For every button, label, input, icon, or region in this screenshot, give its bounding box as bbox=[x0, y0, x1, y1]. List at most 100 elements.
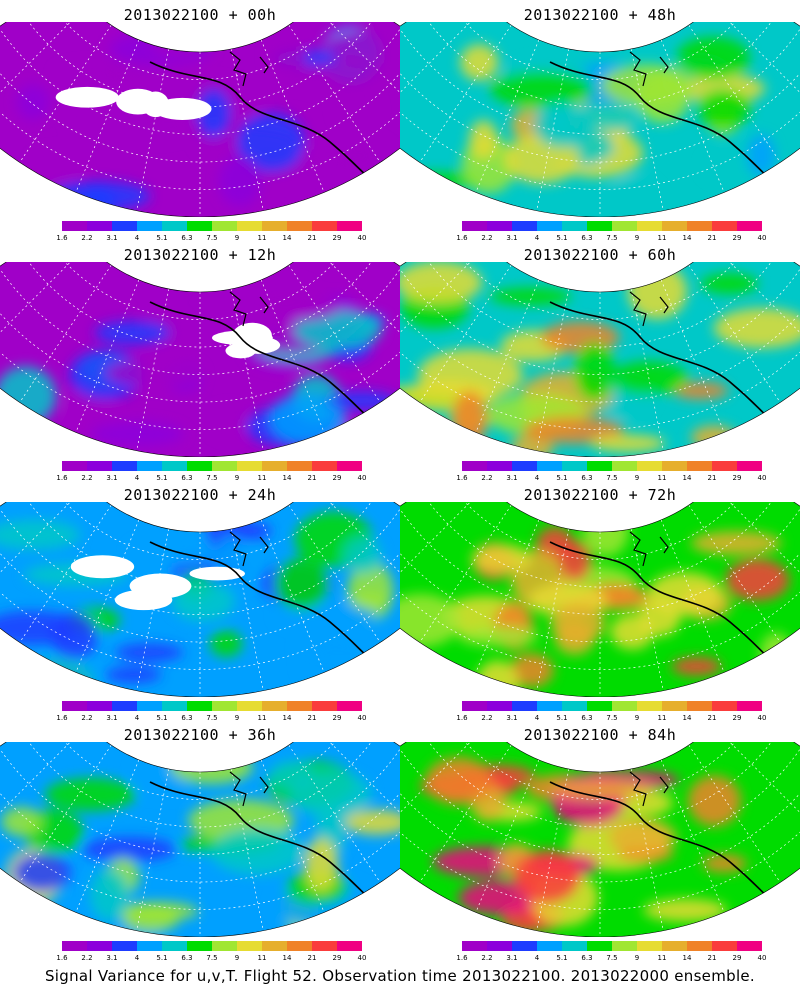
map-panel: 2013022100 + 00h 1.6 2.2 3.1 4 5.1 6.3 7.5 9 11 14… bbox=[0, 0, 400, 245]
colorbar-swatch bbox=[237, 461, 262, 471]
colorbar-swatch bbox=[87, 461, 112, 471]
colorbar-tick-label: 6.3 bbox=[181, 954, 193, 962]
colorbar-tick-label: 11 bbox=[657, 954, 667, 962]
variance-map bbox=[400, 22, 800, 217]
colorbar-tick-label: 40 bbox=[357, 954, 367, 962]
colorbar bbox=[62, 701, 362, 711]
colorbar-tick-label: 29 bbox=[332, 954, 342, 962]
colorbar-swatch bbox=[587, 221, 612, 231]
colorbar-tick-label: 4 bbox=[534, 474, 540, 482]
colorbar-tick-label: 6.3 bbox=[581, 714, 593, 722]
colorbar-tick-label: 11 bbox=[657, 714, 667, 722]
colorbar-swatch bbox=[487, 941, 512, 951]
colorbar-swatch bbox=[87, 221, 112, 231]
colorbar-ticks: 1.6 2.2 3.1 4 5.1 6.3 7.5 9 11 14 21 29 40 bbox=[54, 714, 370, 724]
map-panel: 2013022100 + 84h 1.6 2.2 3.1 4 5.1 6.3 7.5 9 11 14… bbox=[400, 720, 800, 965]
variance-map bbox=[0, 502, 400, 697]
colorbar-swatch bbox=[312, 221, 337, 231]
colorbar-tick-label: 1.6 bbox=[456, 954, 468, 962]
colorbar-swatch bbox=[512, 221, 537, 231]
colorbar-swatch bbox=[137, 941, 162, 951]
colorbar-tick-label: 29 bbox=[732, 474, 742, 482]
colorbar-tick-label: 29 bbox=[332, 234, 342, 242]
colorbar-swatch bbox=[212, 701, 237, 711]
colorbar-swatch bbox=[662, 701, 687, 711]
colorbar-tick-label: 11 bbox=[257, 234, 267, 242]
colorbar-swatch bbox=[712, 461, 737, 471]
colorbar-ticks: 1.6 2.2 3.1 4 5.1 6.3 7.5 9 11 14 21 29 40 bbox=[54, 474, 370, 484]
colorbar-tick-label: 1.6 bbox=[56, 474, 68, 482]
colorbar-tick-label: 7.5 bbox=[606, 234, 618, 242]
colorbar-tick-label: 1.6 bbox=[456, 714, 468, 722]
colorbar-ticks: 1.6 2.2 3.1 4 5.1 6.3 7.5 9 11 14 21 29 40 bbox=[454, 474, 770, 484]
colorbar-tick-label: 1.6 bbox=[56, 714, 68, 722]
colorbar-swatch bbox=[537, 941, 562, 951]
colorbar-swatch bbox=[537, 461, 562, 471]
colorbar-tick-label: 14 bbox=[682, 234, 692, 242]
colorbar bbox=[62, 941, 362, 951]
colorbar-swatch bbox=[337, 701, 362, 711]
colorbar-swatch bbox=[662, 461, 687, 471]
colorbar-swatch bbox=[637, 461, 662, 471]
colorbar-tick-label: 4 bbox=[134, 954, 140, 962]
colorbar-tick-label: 6.3 bbox=[581, 474, 593, 482]
colorbar-swatch bbox=[337, 461, 362, 471]
variance-map bbox=[400, 502, 800, 697]
map-panel: 2013022100 + 48h 1.6 2.2 3.1 4 5.1 6.3 7.5 9 11 14… bbox=[400, 0, 800, 245]
colorbar-tick-label: 2.2 bbox=[81, 714, 93, 722]
colorbar-swatch bbox=[162, 461, 187, 471]
colorbar-tick-label: 3.1 bbox=[106, 474, 118, 482]
colorbar-tick-label: 11 bbox=[657, 474, 667, 482]
panel-title: 2013022100 + 36h bbox=[123, 726, 277, 744]
colorbar-tick-label: 21 bbox=[707, 714, 717, 722]
colorbar bbox=[462, 701, 762, 711]
colorbar-tick-label: 7.5 bbox=[206, 954, 218, 962]
colorbar-tick-label: 29 bbox=[732, 234, 742, 242]
panel-title: 2013022100 + 00h bbox=[123, 6, 277, 24]
colorbar-swatch bbox=[87, 701, 112, 711]
colorbar-swatch bbox=[487, 221, 512, 231]
colorbar-tick-label: 7.5 bbox=[206, 234, 218, 242]
colorbar-swatch bbox=[137, 701, 162, 711]
colorbar-swatch bbox=[612, 701, 637, 711]
colorbar-swatch bbox=[687, 701, 712, 711]
colorbar-swatch bbox=[712, 701, 737, 711]
panel-title: 2013022100 + 84h bbox=[523, 726, 677, 744]
colorbar-swatch bbox=[737, 461, 762, 471]
colorbar-swatch bbox=[537, 701, 562, 711]
colorbar-swatch bbox=[162, 701, 187, 711]
colorbar-swatch bbox=[112, 221, 137, 231]
colorbar-swatch bbox=[312, 941, 337, 951]
colorbar-tick-label: 40 bbox=[757, 714, 767, 722]
panel-title: 2013022100 + 72h bbox=[523, 486, 677, 504]
colorbar-tick-label: 2.2 bbox=[81, 474, 93, 482]
colorbar-tick-label: 5.1 bbox=[156, 474, 168, 482]
colorbar-swatch bbox=[137, 461, 162, 471]
colorbar-tick-label: 4 bbox=[134, 234, 140, 242]
colorbar-tick-label: 14 bbox=[682, 714, 692, 722]
colorbar-swatch bbox=[62, 221, 87, 231]
colorbar-swatch bbox=[587, 461, 612, 471]
colorbar-tick-label: 21 bbox=[307, 234, 317, 242]
variance-map bbox=[0, 742, 400, 937]
colorbar-swatch bbox=[212, 221, 237, 231]
colorbar-tick-label: 3.1 bbox=[106, 234, 118, 242]
colorbar-tick-label: 40 bbox=[357, 234, 367, 242]
colorbar-tick-label: 21 bbox=[307, 954, 317, 962]
colorbar-tick-label: 7.5 bbox=[206, 714, 218, 722]
colorbar-swatch bbox=[662, 941, 687, 951]
colorbar-swatch bbox=[737, 941, 762, 951]
colorbar-tick-label: 29 bbox=[732, 714, 742, 722]
colorbar-tick-label: 1.6 bbox=[456, 474, 468, 482]
colorbar-tick-label: 14 bbox=[282, 714, 292, 722]
colorbar bbox=[462, 461, 762, 471]
colorbar bbox=[462, 941, 762, 951]
colorbar-tick-label: 9 bbox=[234, 474, 240, 482]
colorbar-tick-label: 9 bbox=[634, 234, 640, 242]
colorbar-swatch bbox=[562, 461, 587, 471]
colorbar-tick-label: 11 bbox=[657, 234, 667, 242]
colorbar-tick-label: 3.1 bbox=[506, 954, 518, 962]
colorbar-tick-label: 14 bbox=[682, 954, 692, 962]
colorbar-tick-label: 5.1 bbox=[156, 234, 168, 242]
colorbar-swatch bbox=[187, 941, 212, 951]
